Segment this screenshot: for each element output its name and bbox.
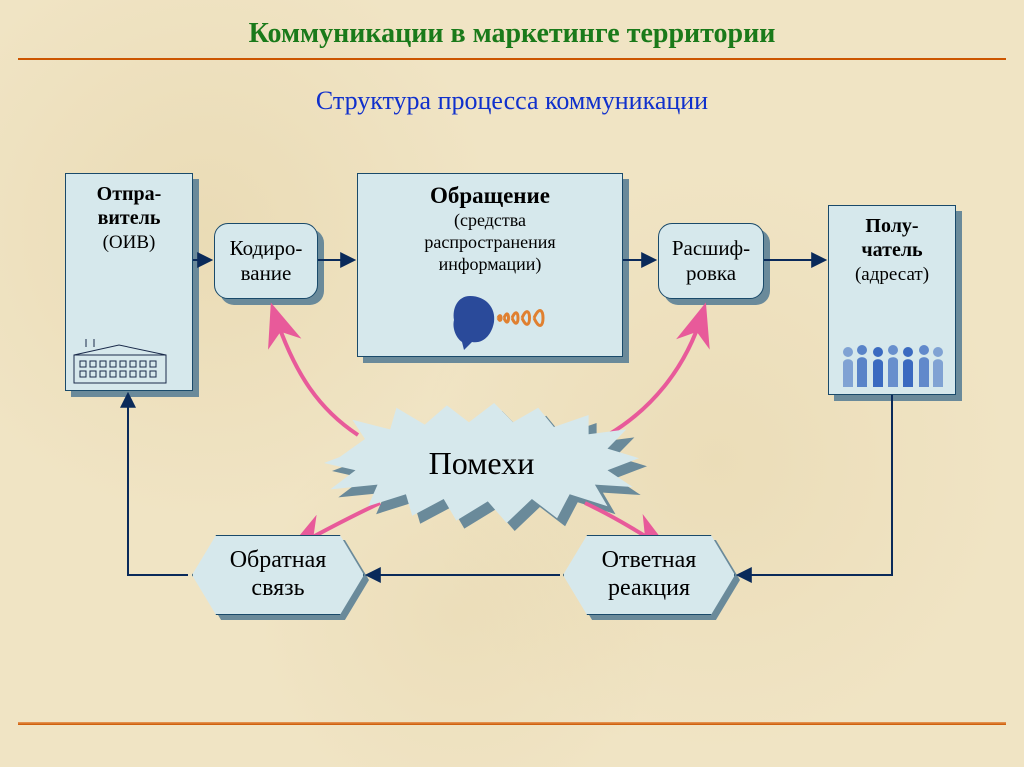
noise-label: Помехи [429, 445, 535, 482]
message-sub2: распространения [424, 232, 555, 254]
node-feedback: Обратнаясвязь [192, 535, 364, 615]
people-icon [838, 343, 948, 387]
node-decode: Расшиф-ровка [658, 223, 764, 299]
rule-bottom [18, 722, 1006, 725]
decode-l1: Расшиф- [672, 236, 750, 260]
reaction-l2: реакция [608, 575, 690, 601]
feedback-l1: Обратная [230, 547, 327, 573]
sender-line1: Отпра- [97, 182, 162, 206]
speaking-head-icon [448, 288, 568, 350]
decode-l2: ровка [686, 261, 736, 285]
page-subtitle: Структура процесса коммуникации [0, 60, 1024, 126]
message-sub1: (средства [454, 210, 526, 232]
encode-l1: Кодиро- [230, 236, 303, 260]
node-noise: Помехи [324, 403, 639, 523]
receiver-l1: Полу- [865, 214, 918, 238]
message-title: Обращение [430, 182, 550, 210]
sender-line2: витель [98, 206, 161, 230]
page-title: Коммуникации в маркетинге территории [0, 0, 1024, 58]
feedback-l2: связь [251, 575, 304, 601]
building-icon [72, 339, 182, 385]
node-reaction: Ответнаяреакция [563, 535, 735, 615]
sender-sub: (ОИВ) [103, 231, 156, 254]
node-encode: Кодиро-вание [214, 223, 318, 299]
message-sub3: информации) [439, 254, 542, 276]
reaction-l1: Ответная [602, 547, 697, 573]
receiver-l2: чатель [861, 238, 922, 262]
diagram-canvas: Отпра- витель (ОИВ) Кодиро-вание Обращен… [0, 145, 1024, 715]
encode-l2: вание [241, 261, 292, 285]
receiver-sub: (адресат) [855, 263, 929, 286]
